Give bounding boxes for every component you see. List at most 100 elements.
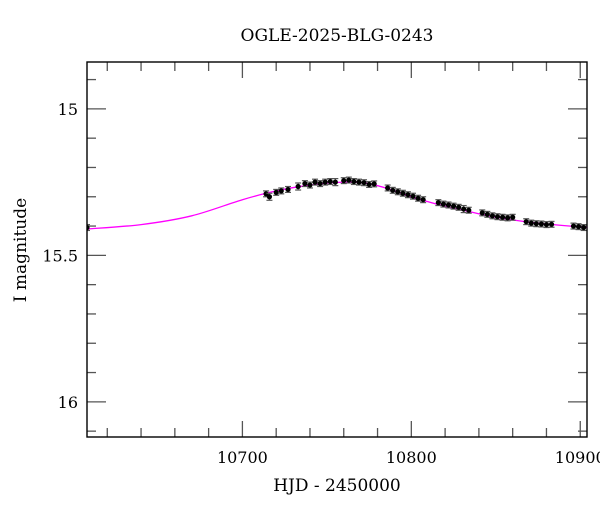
data-marker [489,213,496,219]
plot-frame [86,61,588,438]
data-marker [385,185,391,191]
data-marker [510,214,516,220]
data-point [350,178,357,186]
data-point [504,214,511,222]
data-point [420,196,427,204]
data-point [575,223,582,231]
data-point [355,178,362,186]
data-marker [346,177,352,183]
data-point [528,219,535,227]
data-marker [484,211,490,217]
data-marker [420,197,426,203]
y-axis-label: I magnitude [11,198,31,302]
data-point [465,206,472,214]
data-marker [440,201,447,207]
data-point [509,213,516,221]
data-marker [312,179,318,185]
data-marker [461,206,467,212]
data-point [410,192,417,200]
data-marker [479,210,485,216]
x-tick-label: 10900 [555,448,600,467]
data-marker [266,194,273,200]
data-marker [499,214,506,220]
data-marker [273,189,279,195]
data-point [340,177,347,185]
data-marker [415,195,421,201]
data-marker [533,221,539,227]
data-point [394,188,401,196]
data-marker [456,204,462,210]
y-tick-label: 16 [58,393,78,412]
x-axis-label: HJD - 2450000 [273,476,401,496]
data-point [361,179,368,187]
data-marker [302,180,308,187]
data-marker [356,179,362,185]
data-point [580,223,587,232]
data-point [548,220,555,228]
data-point [306,181,313,189]
data-marker [523,219,529,225]
data-point [278,187,285,195]
data-marker [327,178,333,185]
data-marker [285,186,291,193]
data-marker [548,221,555,227]
data-point [301,180,308,188]
data-point [494,213,501,221]
data-point [295,182,302,191]
data-marker [307,182,313,188]
data-point [384,184,391,192]
data-point [312,178,319,186]
data-point [415,194,422,202]
data-marker [450,203,457,209]
data-marker [543,221,550,228]
data-point [332,178,339,187]
data-marker [395,189,401,195]
x-tick-label: 10700 [217,448,268,467]
data-marker [538,221,544,227]
data-point [484,210,491,218]
data-point [450,202,457,210]
data-marker [405,192,411,198]
data-point [570,222,577,230]
data-marker [263,191,269,197]
data-marker [341,178,347,184]
data-marker [295,183,301,190]
data-marker [445,202,452,208]
data-marker [278,188,284,194]
data-marker [410,193,416,199]
data-point [404,191,411,199]
data-marker [351,178,357,185]
data-marker [366,181,372,188]
data-marker [332,179,338,185]
data-point [366,180,373,188]
data-marker [570,223,577,229]
data-point [460,204,467,214]
data-marker [371,181,377,187]
data-marker [528,220,534,226]
data-marker [575,224,582,230]
data-point [499,213,506,221]
y-tick-label: 15.5 [42,246,78,265]
data-point [523,218,530,226]
chart-title: OGLE-2025-BLG-0243 [241,26,434,46]
y-tick-label: 15 [58,100,78,119]
data-marker [361,180,367,186]
data-marker [505,215,511,221]
data-marker [400,190,406,196]
model-curve [87,181,587,230]
data-point [317,180,324,188]
data-point [440,200,447,208]
data-point [371,180,378,188]
data-marker [322,179,328,185]
x-tick-label: 10800 [386,448,437,467]
data-point [455,203,462,211]
data-point [285,185,292,193]
data-point [273,188,280,196]
data-point [543,221,550,229]
data-point [479,209,486,217]
data-point [435,199,442,207]
data-point [327,178,334,186]
data-point [266,192,273,201]
data-marker [390,187,396,193]
